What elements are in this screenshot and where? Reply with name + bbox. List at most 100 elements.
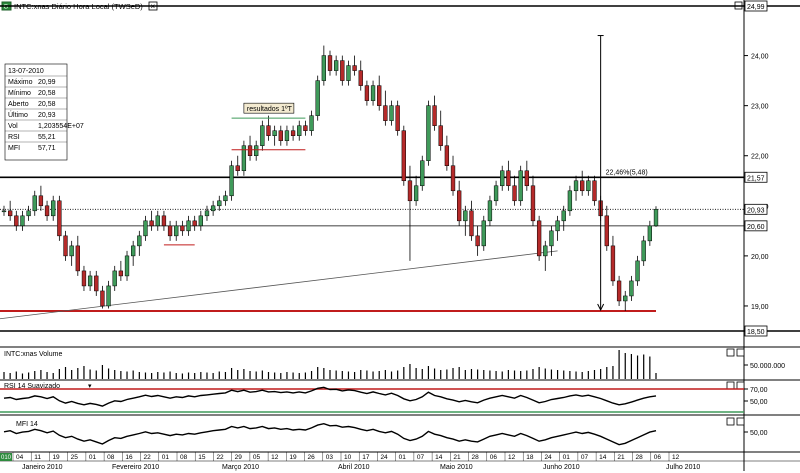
volume-bar [261, 370, 263, 379]
volume-bar [655, 373, 657, 379]
candle-body [420, 160, 425, 187]
day-label: 01 [399, 454, 407, 461]
candle-body [223, 195, 228, 202]
volume-bar [624, 353, 626, 379]
mfi-panel-toggle[interactable] [726, 417, 735, 426]
volume-bar [520, 371, 522, 379]
candle-body [413, 185, 419, 202]
info-row-value: 20,58 [38, 101, 56, 108]
day-label: 28 [636, 454, 644, 461]
volume-bar [218, 371, 220, 379]
candle-body [340, 60, 345, 81]
date-axis-edge-label: 010 [1, 455, 12, 461]
candle-body [186, 220, 191, 232]
candle-body [592, 180, 597, 202]
day-label: 22 [216, 454, 224, 461]
mfi-panel-maximize[interactable] [736, 417, 745, 426]
volume-panel-maximize[interactable] [736, 348, 745, 357]
volume-bar [372, 371, 374, 379]
candle-body [272, 130, 277, 136]
volume-bar [335, 370, 337, 379]
volume-bar [187, 372, 190, 379]
volume-bar [280, 373, 282, 379]
volume-bar [58, 369, 60, 379]
candle-body [155, 215, 160, 227]
y-tick-label: 22,00 [751, 154, 769, 161]
volume-bar [495, 371, 497, 379]
volume-panel-toggle[interactable] [726, 348, 735, 357]
candle-body [100, 290, 105, 307]
day-label: 04 [16, 454, 24, 461]
volume-bar [144, 372, 147, 379]
candle-body [290, 130, 296, 136]
candle-body [586, 180, 591, 192]
volume-bar [526, 370, 528, 379]
info-row-value: 55,21 [38, 134, 56, 141]
candle-body [481, 220, 486, 247]
volume-bar [483, 370, 485, 379]
candle-body [44, 205, 50, 217]
volume-bar [107, 368, 110, 379]
info-box: 13-07-2010 Máximo 20,99 Mínimo 20,58 Aberto 2… [4, 63, 84, 161]
price-label-box [744, 171, 768, 183]
volume-bar [452, 368, 454, 379]
volume-bar [544, 368, 546, 379]
day-label: 11 [34, 454, 41, 461]
volume-bar [550, 369, 553, 379]
month-labels: Janeiro 2010 Fevereiro 2010 Março 2010 Abri… [22, 464, 700, 471]
day-label: 05 [253, 454, 261, 461]
day-label: 08 [107, 454, 115, 461]
volume-bar [89, 369, 91, 379]
day-label: 08 [180, 454, 188, 461]
day-label: 28 [472, 454, 480, 461]
day-label: 24 [380, 454, 388, 461]
volume-bar [507, 370, 509, 379]
price-label: 24,99 [747, 4, 765, 11]
candle-body [278, 130, 283, 141]
candle-body [81, 270, 87, 287]
day-label: 21 [617, 454, 625, 461]
candle-body [377, 85, 382, 106]
volume-bar [538, 367, 540, 379]
date-axis: 010 04 11 19 25 01 08 16 22 01 08 15 22 29 05 12 19 26 03… [0, 451, 800, 471]
volume-bar [630, 354, 632, 379]
price-label: 21,57 [747, 175, 765, 182]
candle-body [315, 80, 320, 116]
candle-body [524, 170, 529, 187]
candle-body [512, 185, 517, 202]
info-date: 13-07-2010 [8, 68, 44, 75]
volume-bar [157, 372, 159, 379]
rsi-line [3, 386, 657, 407]
earnings-label: resultados 1ºT [247, 106, 293, 113]
candle-body [623, 295, 628, 302]
volume-bar [421, 369, 423, 379]
rsi-dropdown-icon[interactable]: ▾ [88, 383, 92, 390]
candle-body [346, 65, 351, 81]
y-tick-label: 23,00 [751, 104, 769, 111]
candle-body [174, 225, 179, 237]
info-row-label: MFI [8, 145, 20, 152]
volume-bar [384, 370, 386, 379]
candle-body [358, 70, 363, 86]
volume-bar [310, 371, 313, 379]
day-label: 26 [308, 454, 316, 461]
month-label: Fevereiro 2010 [112, 464, 159, 471]
volume-bar [181, 373, 183, 379]
info-row-label: Aberto [8, 101, 29, 108]
candle-body [364, 85, 370, 101]
volume-bar [563, 370, 565, 379]
month-label: Março 2010 [222, 464, 259, 471]
candle-body [7, 210, 13, 217]
candle-body [487, 200, 493, 222]
rsi-panel-toggle[interactable] [726, 381, 735, 390]
volume-bar [354, 372, 356, 379]
volume-bar [212, 373, 214, 379]
rsi-panel-maximize[interactable] [736, 381, 745, 390]
volume-bar [298, 373, 300, 379]
y-tick-label: 24,00 [751, 54, 769, 61]
volume-bar [126, 371, 128, 379]
month-label: Maio 2010 [440, 464, 473, 471]
candle-body [284, 130, 290, 141]
month-label: Janeiro 2010 [22, 464, 63, 471]
